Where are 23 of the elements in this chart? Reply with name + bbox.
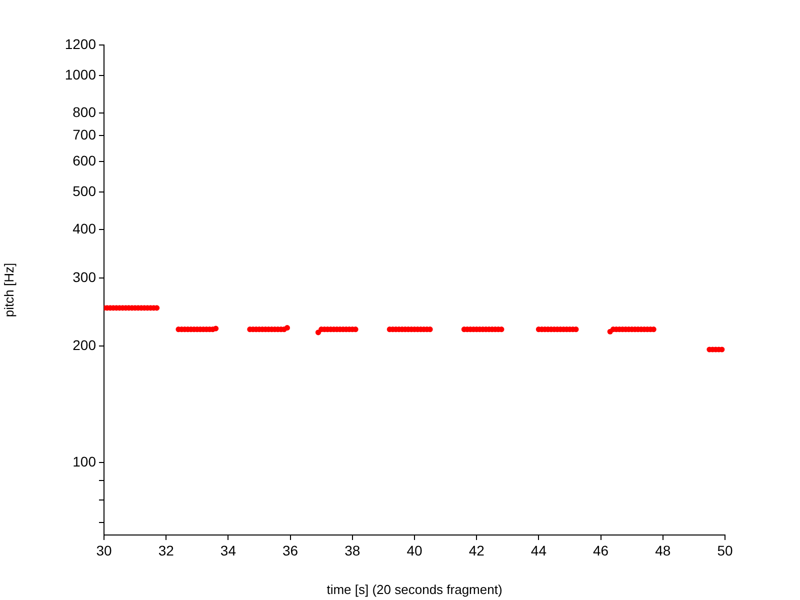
y-tick-label: 200 [72, 336, 96, 353]
y-tick-label: 300 [72, 268, 96, 285]
x-tick-label: 32 [158, 542, 174, 558]
y-tick-label: 1200 [64, 36, 96, 52]
x-axis-title: time [s] (20 seconds fragment) [326, 582, 502, 597]
y-tick-label: 800 [72, 104, 96, 120]
y-tick-label: 1000 [64, 66, 96, 82]
x-tick-label: 42 [468, 542, 485, 558]
y-tick-label: 700 [72, 126, 96, 142]
x-tick-label: 38 [344, 542, 360, 558]
x-tick-label: 44 [530, 542, 547, 558]
x-tick-label: 46 [593, 542, 609, 558]
x-tick-label: 48 [655, 542, 671, 558]
x-tick-label: 34 [220, 542, 236, 558]
x-tick-label: 36 [282, 542, 298, 558]
x-tick-label: 40 [406, 542, 422, 558]
x-tick-label: 50 [717, 542, 733, 558]
y-tick-label: 500 [72, 182, 96, 199]
y-tick-label: 100 [72, 453, 96, 470]
y-axis-title: pitch [Hz] [1, 262, 16, 318]
x-tick-label: 30 [96, 542, 112, 558]
y-tick-label: 400 [72, 220, 96, 236]
y-tick-label: 600 [72, 152, 96, 168]
